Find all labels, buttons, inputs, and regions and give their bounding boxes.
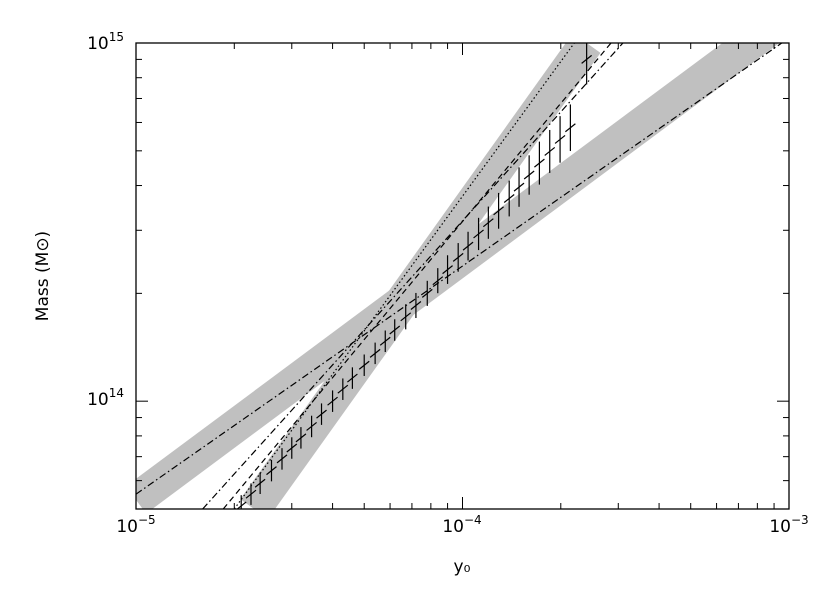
data-point — [565, 104, 576, 152]
point-marker — [254, 478, 266, 488]
point-marker — [534, 158, 545, 168]
data-point — [534, 141, 545, 185]
point-marker — [316, 409, 327, 419]
data-point — [266, 459, 277, 482]
relation-line-3 — [222, 43, 612, 509]
data-point — [581, 43, 593, 85]
point-marker — [389, 325, 401, 335]
data-point — [523, 155, 535, 195]
point-marker — [327, 396, 338, 406]
data-point — [513, 167, 525, 207]
x-axis-label: y₀ — [454, 557, 471, 577]
point-marker — [295, 433, 307, 443]
data-point — [544, 129, 556, 173]
relation-lines — [136, 43, 783, 509]
data-point — [379, 330, 391, 352]
point-marker — [482, 218, 494, 228]
point-marker — [493, 206, 504, 216]
point-marker — [473, 229, 484, 239]
data-point — [473, 217, 484, 251]
y-tick-label-1: 1014 — [87, 386, 124, 410]
scatter-band-1 — [136, 43, 780, 509]
relation-line-4 — [202, 43, 624, 509]
relation-line-2 — [233, 43, 575, 509]
point-marker — [266, 466, 277, 476]
point-marker — [565, 123, 576, 133]
data-point — [295, 427, 307, 449]
data-point — [410, 292, 422, 319]
point-marker — [442, 265, 453, 275]
data-point — [327, 390, 338, 412]
point-marker — [421, 288, 433, 298]
data-points — [236, 43, 593, 509]
relation-line-1 — [136, 43, 783, 495]
point-marker — [276, 454, 288, 464]
data-point — [316, 403, 327, 425]
data-point — [245, 483, 257, 505]
point-marker — [503, 194, 515, 203]
point-marker — [369, 348, 381, 358]
x-tick-label-2: 10−4 — [442, 513, 481, 537]
data-point — [503, 180, 515, 217]
data-point — [442, 255, 453, 284]
x-tick-label-3: 10−3 — [769, 513, 808, 537]
point-marker — [462, 241, 474, 251]
data-point — [286, 437, 298, 459]
point-marker — [410, 301, 422, 310]
x-tick-label-1: 10−5 — [116, 513, 155, 537]
scatter-band-2 — [240, 43, 601, 509]
data-point — [369, 342, 381, 365]
point-marker — [523, 170, 535, 180]
y-tick-label-2: 1015 — [87, 30, 124, 54]
data-point — [347, 367, 358, 389]
y-axis-label: Mass (M⊙) — [33, 231, 53, 321]
point-marker — [245, 489, 257, 499]
data-point — [554, 116, 566, 163]
data-point — [400, 304, 412, 330]
point-marker — [432, 276, 444, 286]
point-marker — [581, 54, 593, 64]
data-point — [389, 319, 401, 341]
confidence-bands — [136, 43, 780, 509]
point-marker — [544, 146, 556, 156]
data-point — [358, 354, 370, 376]
point-marker — [400, 312, 412, 322]
point-marker — [452, 252, 464, 262]
point-marker — [513, 182, 525, 192]
data-point — [276, 448, 288, 470]
point-marker — [554, 134, 566, 144]
point-marker — [379, 336, 391, 346]
data-point — [493, 192, 504, 229]
data-point — [254, 472, 266, 494]
point-marker — [358, 360, 370, 370]
point-marker — [286, 443, 298, 453]
data-point — [482, 206, 494, 239]
data-point — [452, 243, 464, 272]
data-point — [432, 268, 444, 294]
data-point — [462, 231, 474, 261]
data-point — [337, 378, 349, 400]
point-marker — [347, 373, 358, 383]
data-point — [421, 280, 433, 306]
axis-ticks — [135, 42, 790, 510]
data-point — [306, 415, 317, 438]
point-marker — [306, 421, 317, 431]
point-marker — [337, 384, 349, 394]
